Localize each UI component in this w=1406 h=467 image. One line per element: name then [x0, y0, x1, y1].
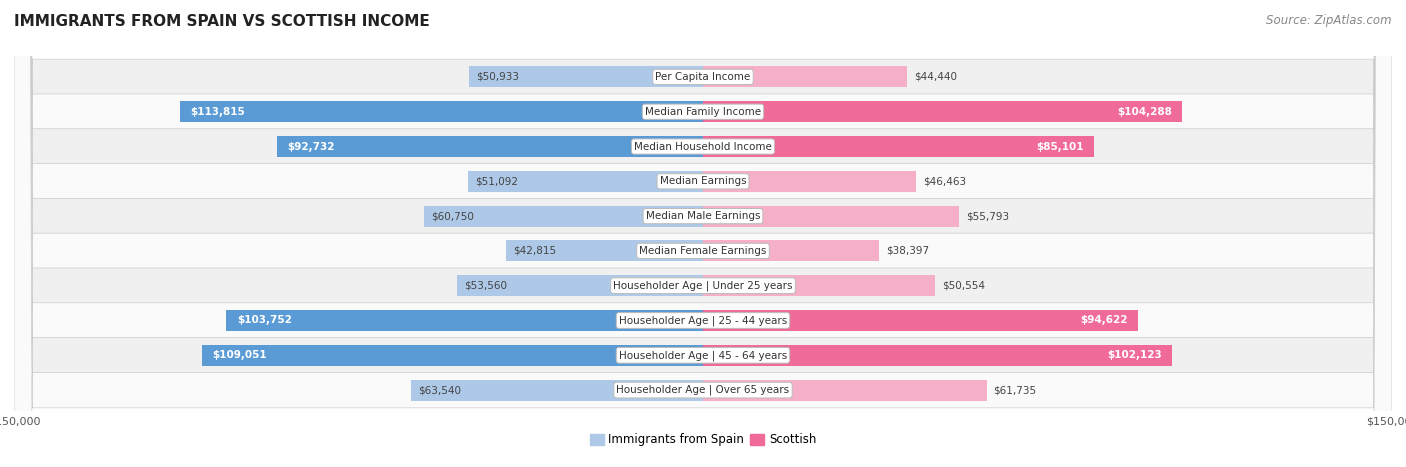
Text: $44,440: $44,440: [914, 72, 957, 82]
Bar: [277, 136, 703, 157]
Bar: [703, 66, 907, 87]
Bar: [411, 380, 703, 401]
Text: Householder Age | 25 - 44 years: Householder Age | 25 - 44 years: [619, 315, 787, 326]
Bar: [703, 171, 917, 192]
Text: Householder Age | Over 65 years: Householder Age | Over 65 years: [616, 385, 790, 396]
Text: $61,735: $61,735: [994, 385, 1036, 395]
FancyBboxPatch shape: [14, 0, 1392, 467]
Bar: [703, 205, 959, 226]
Bar: [703, 345, 1173, 366]
FancyBboxPatch shape: [14, 0, 1392, 467]
Bar: [470, 66, 703, 87]
Text: Householder Age | Under 25 years: Householder Age | Under 25 years: [613, 281, 793, 291]
Text: $51,092: $51,092: [475, 177, 519, 186]
Text: Median Family Income: Median Family Income: [645, 107, 761, 117]
FancyBboxPatch shape: [14, 0, 1392, 467]
Text: Source: ZipAtlas.com: Source: ZipAtlas.com: [1267, 14, 1392, 27]
FancyBboxPatch shape: [14, 0, 1392, 467]
Text: $113,815: $113,815: [191, 107, 245, 117]
Text: Median Male Earnings: Median Male Earnings: [645, 211, 761, 221]
Bar: [703, 241, 879, 262]
Text: $104,288: $104,288: [1116, 107, 1171, 117]
Bar: [506, 241, 703, 262]
Bar: [468, 171, 703, 192]
Text: $42,815: $42,815: [513, 246, 557, 256]
Text: $109,051: $109,051: [212, 350, 267, 360]
FancyBboxPatch shape: [14, 0, 1392, 467]
Text: $94,622: $94,622: [1080, 316, 1128, 325]
Text: $50,933: $50,933: [477, 72, 519, 82]
FancyBboxPatch shape: [14, 0, 1392, 467]
Bar: [703, 275, 935, 296]
Text: Median Female Earnings: Median Female Earnings: [640, 246, 766, 256]
Text: $102,123: $102,123: [1107, 350, 1161, 360]
Bar: [425, 205, 703, 226]
Text: Householder Age | 45 - 64 years: Householder Age | 45 - 64 years: [619, 350, 787, 361]
FancyBboxPatch shape: [14, 0, 1392, 467]
Bar: [180, 101, 703, 122]
Text: Median Household Income: Median Household Income: [634, 142, 772, 151]
Text: $55,793: $55,793: [966, 211, 1010, 221]
Text: $63,540: $63,540: [418, 385, 461, 395]
Text: $85,101: $85,101: [1036, 142, 1084, 151]
Text: $38,397: $38,397: [886, 246, 929, 256]
Text: $92,732: $92,732: [287, 142, 335, 151]
Text: $50,554: $50,554: [942, 281, 986, 290]
Text: IMMIGRANTS FROM SPAIN VS SCOTTISH INCOME: IMMIGRANTS FROM SPAIN VS SCOTTISH INCOME: [14, 14, 430, 29]
Bar: [703, 136, 1094, 157]
Text: $60,750: $60,750: [430, 211, 474, 221]
FancyBboxPatch shape: [14, 0, 1392, 467]
Bar: [703, 310, 1137, 331]
FancyBboxPatch shape: [14, 0, 1392, 467]
Legend: Immigrants from Spain, Scottish: Immigrants from Spain, Scottish: [585, 429, 821, 451]
Bar: [457, 275, 703, 296]
FancyBboxPatch shape: [14, 0, 1392, 467]
Text: $103,752: $103,752: [236, 316, 291, 325]
Text: Per Capita Income: Per Capita Income: [655, 72, 751, 82]
Text: $46,463: $46,463: [924, 177, 966, 186]
Bar: [703, 101, 1182, 122]
Text: $53,560: $53,560: [464, 281, 508, 290]
Text: Median Earnings: Median Earnings: [659, 177, 747, 186]
Bar: [202, 345, 703, 366]
Bar: [703, 380, 987, 401]
Bar: [226, 310, 703, 331]
